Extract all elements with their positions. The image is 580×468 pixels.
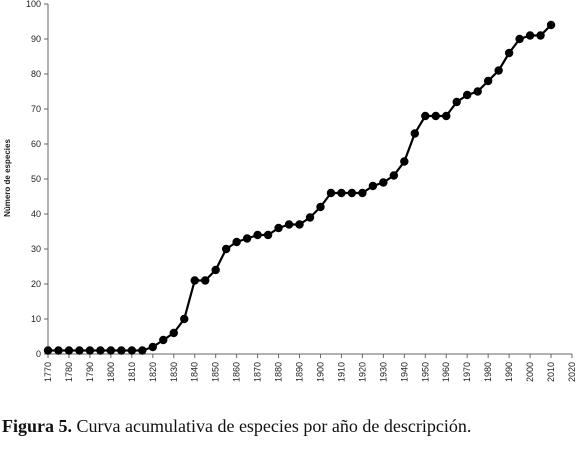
x-tick-label: 1880	[274, 362, 284, 382]
x-tick-label: 1970	[462, 362, 472, 382]
data-point	[127, 346, 137, 355]
figure-label: Figura 5.	[2, 416, 72, 436]
data-point	[221, 244, 231, 254]
data-point	[483, 76, 493, 86]
data-point	[400, 157, 409, 166]
caption-text: Curva acumulativa de especies por año de…	[72, 416, 472, 436]
data-point	[106, 346, 116, 355]
data-point	[295, 220, 304, 229]
data-point	[263, 230, 273, 240]
x-tick-label: 1850	[211, 362, 221, 382]
series-line	[48, 24, 552, 352]
data-point	[159, 335, 168, 345]
x-tick-label: 1870	[253, 362, 263, 382]
x-tick-label: 1820	[148, 362, 158, 382]
y-tick-label: 30	[31, 244, 41, 254]
y-tick-label: 60	[31, 139, 41, 149]
y-tick-label: 50	[31, 174, 41, 184]
data-point	[410, 129, 419, 138]
data-point	[64, 346, 74, 355]
x-axis: 1770 1780 1790 1800 1810 1820 1830 1840 1850 1860…	[43, 353, 577, 382]
data-point	[515, 34, 524, 44]
data-point	[232, 237, 241, 247]
data-point	[452, 97, 461, 107]
data-point	[546, 20, 556, 30]
x-tick-label: 1940	[399, 362, 409, 382]
data-point	[96, 346, 105, 355]
y-axis-label: Número de especies	[3, 139, 12, 217]
data-point	[180, 314, 189, 324]
x-tick-label: 1950	[420, 362, 430, 382]
data-point	[536, 31, 545, 40]
x-tick-label: 1800	[106, 362, 116, 382]
data-point	[201, 276, 210, 285]
data-point	[442, 111, 451, 121]
data-point	[421, 111, 430, 121]
data-point	[148, 342, 157, 352]
x-tick-label: 1790	[85, 362, 95, 382]
data-point	[117, 346, 126, 355]
x-tick-label: 1840	[190, 362, 200, 382]
data-point	[85, 346, 95, 355]
x-tick-label: 1930	[378, 362, 388, 382]
x-tick-label: 1910	[336, 362, 346, 382]
data-point	[211, 265, 220, 275]
y-tick-label: 80	[31, 69, 41, 79]
data-point	[274, 223, 283, 233]
x-tick-label: 1830	[169, 362, 179, 382]
x-tick-label: 1770	[43, 362, 53, 382]
x-tick-label: 1860	[232, 362, 242, 382]
y-tick-label: 70	[31, 104, 41, 114]
x-tick-label: 2000	[525, 362, 535, 382]
data-point	[504, 48, 514, 58]
data-point	[494, 66, 503, 75]
data-point	[525, 31, 535, 40]
series-cumulative-species	[43, 20, 556, 355]
data-point	[358, 188, 367, 198]
data-point	[75, 346, 84, 355]
x-tick-label: 2010	[546, 362, 556, 382]
data-point	[169, 328, 178, 338]
x-tick-label: 1890	[295, 362, 305, 382]
data-point	[431, 111, 440, 121]
y-tick-label: 20	[31, 279, 41, 289]
y-tick-label: 90	[31, 34, 41, 44]
data-point	[190, 276, 199, 285]
data-point	[368, 181, 378, 191]
x-tick-label: 1920	[357, 362, 367, 382]
x-tick-label: 1990	[504, 362, 514, 382]
x-tick-label: 1810	[127, 362, 137, 382]
data-point	[463, 90, 472, 100]
y-axis: 0 10 20 30 40 50 60 70 80 90 100	[26, 0, 49, 359]
data-point	[337, 188, 346, 198]
data-point	[316, 202, 325, 212]
data-point	[473, 87, 482, 96]
x-tick-label: 1900	[315, 362, 325, 382]
data-point	[284, 220, 294, 229]
x-tick-label: 1960	[441, 362, 451, 382]
data-point	[54, 346, 63, 355]
figure-caption: Figura 5. Curva acumulativa de especies …	[2, 416, 576, 437]
y-tick-label: 10	[31, 314, 41, 324]
data-point	[379, 178, 388, 187]
data-point	[305, 213, 315, 222]
x-tick-label: 1980	[483, 362, 493, 382]
x-tick-label: 2020	[567, 362, 577, 382]
data-point	[138, 346, 147, 355]
data-point	[43, 346, 53, 355]
y-tick-label: 0	[36, 349, 41, 359]
data-point	[253, 230, 262, 240]
data-point	[326, 188, 336, 198]
data-point	[242, 234, 252, 243]
x-tick-label: 1780	[64, 362, 74, 382]
y-tick-label: 40	[31, 209, 41, 219]
y-tick-label: 100	[26, 0, 41, 9]
data-point	[347, 188, 357, 198]
data-point	[389, 171, 399, 180]
